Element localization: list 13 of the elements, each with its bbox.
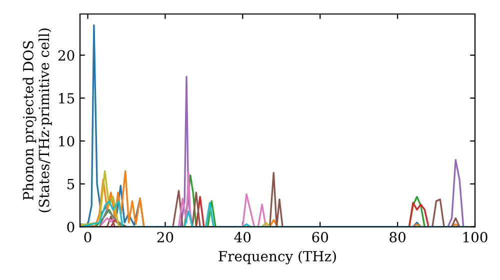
x-tick-label: 100 <box>463 232 488 242</box>
x-axis-title: Frequency (THz) <box>218 250 336 264</box>
y-tick-label: 10 <box>59 136 74 146</box>
y-tick-label: 15 <box>59 93 74 104</box>
y-axis-title: Phonon projected DOS (States/THz·primitive cell) <box>22 28 52 212</box>
x-tick-label: 0 <box>84 232 92 242</box>
x-tick-label: 20 <box>157 232 174 242</box>
x-tick-label: 60 <box>312 232 328 242</box>
y-tick-label: 0 <box>67 222 74 232</box>
x-tick-label: 40 <box>234 232 251 242</box>
y-tick-label: 5 <box>67 179 74 190</box>
x-tick-label: 80 <box>390 232 406 242</box>
y-tick-label: 20 <box>58 50 74 61</box>
